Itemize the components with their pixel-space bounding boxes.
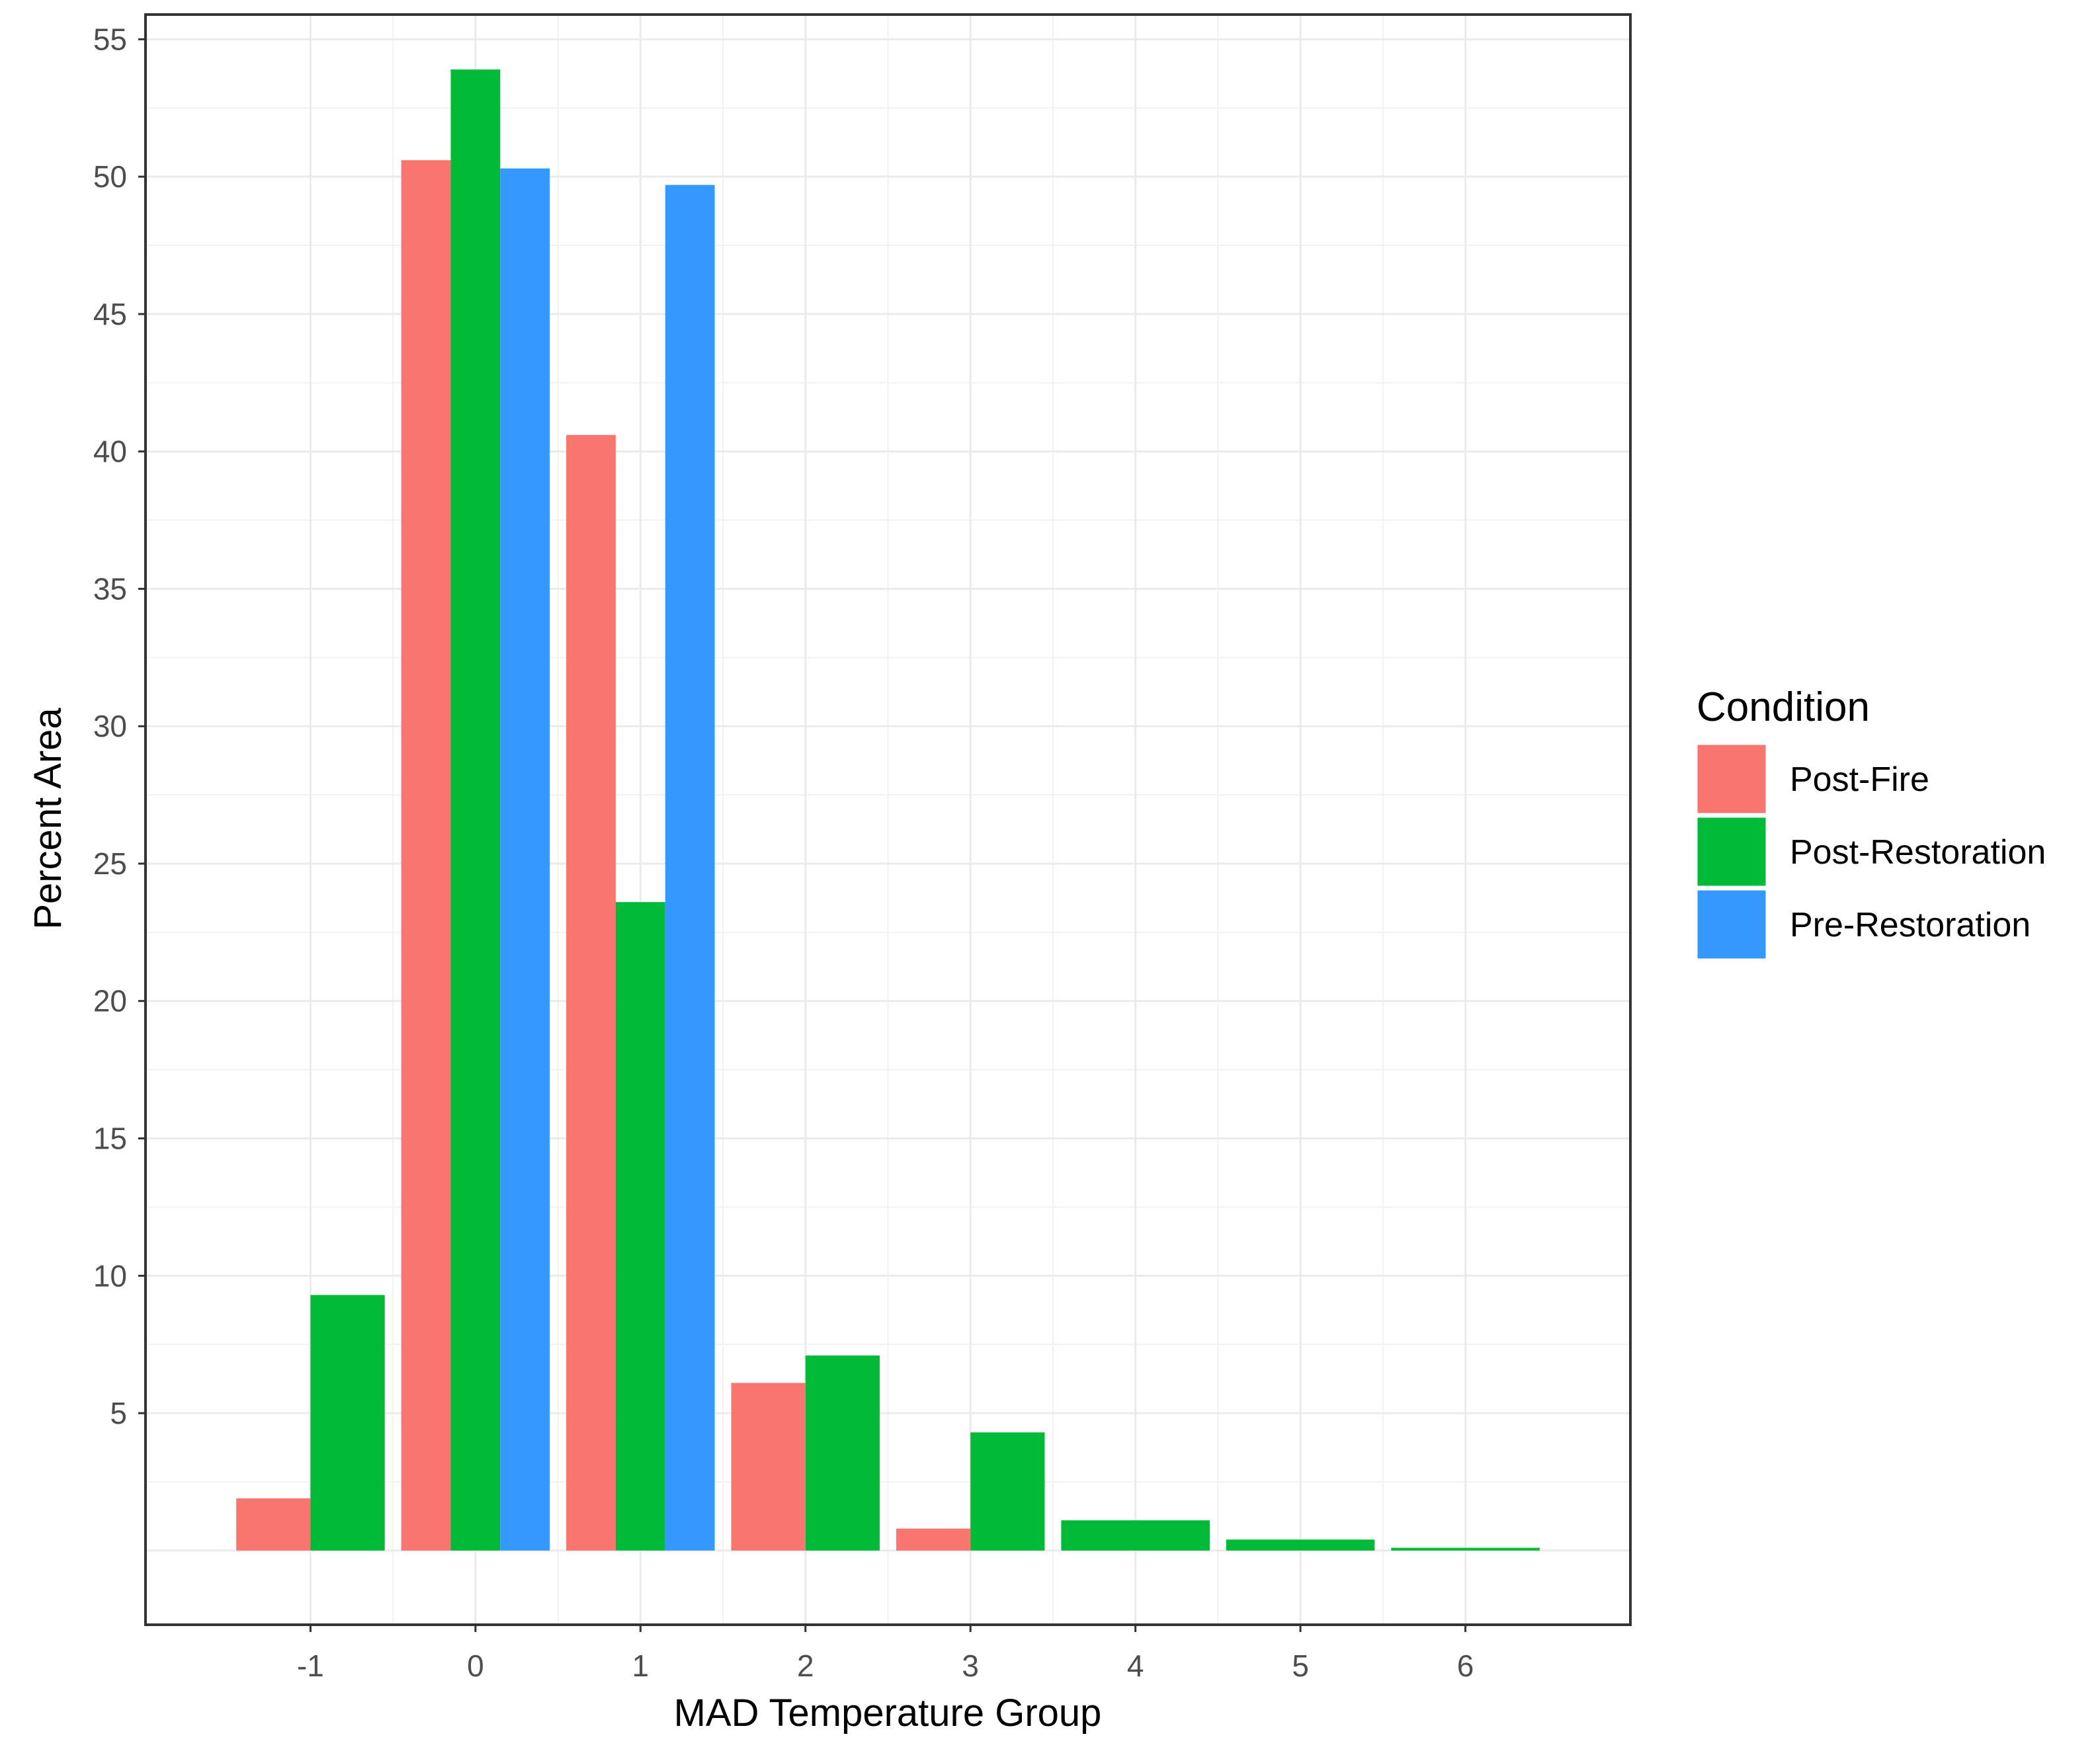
x-tick-label: 5 (1292, 1649, 1309, 1683)
y-tick-label: 10 (93, 1258, 127, 1293)
legend-label-post-fire: Post-Fire (1790, 760, 1929, 799)
y-tick-label: 50 (93, 159, 127, 194)
y-axis: 5 10 15 20 25 30 35 40 45 50 55 (93, 22, 146, 1430)
bar-post-fire-group-0 (401, 160, 451, 1551)
y-tick-label: 30 (93, 709, 127, 743)
bar-post-fire-group-3 (896, 1528, 971, 1551)
bar-pre-restoration-group-1 (665, 184, 715, 1551)
bar-post-restoration-group-2 (805, 1355, 880, 1551)
y-tick-label: 20 (93, 984, 127, 1018)
y-tick-label: 45 (93, 297, 127, 331)
bar-post-restoration-group-6 (1391, 1547, 1540, 1551)
minor-gridlines (146, 15, 1630, 1625)
y-tick-label: 35 (93, 571, 127, 606)
y-tick-label: 25 (93, 846, 127, 881)
legend: Condition Post-Fire Post-Restoration Pre-R… (1695, 684, 2046, 961)
bar-post-restoration-group-1 (615, 902, 665, 1551)
legend-key-pre-restoration (1695, 888, 1768, 961)
x-axis-title: MAD Temperature Group (674, 1692, 1102, 1735)
x-tick-label: 3 (962, 1649, 979, 1683)
x-tick-label: 0 (467, 1649, 484, 1683)
bar-pre-restoration-group-0 (500, 168, 550, 1551)
bar-post-restoration-group-3 (970, 1432, 1045, 1551)
x-axis: -1 0 1 2 3 4 5 6 (297, 1625, 1474, 1683)
bar-post-restoration-group-0 (450, 69, 501, 1551)
y-tick-label: 40 (93, 434, 127, 469)
y-tick-label: 15 (93, 1122, 127, 1156)
bar-post-restoration-group-neg1 (310, 1295, 385, 1551)
bar-post-fire-group-neg1 (236, 1498, 311, 1551)
x-tick-label: 6 (1457, 1649, 1474, 1683)
bars (236, 69, 1540, 1551)
bar-post-fire-group-2 (731, 1383, 806, 1551)
legend-label-pre-restoration: Pre-Restoration (1790, 906, 2031, 944)
y-tick-label: 55 (93, 22, 127, 56)
y-axis-title: Percent Area (26, 708, 69, 930)
y-tick-label: 5 (110, 1396, 127, 1430)
x-tick-label: 4 (1127, 1649, 1144, 1683)
legend-key-post-fire (1695, 743, 1768, 815)
major-gridlines (146, 15, 1630, 1625)
bar-post-restoration-group-4 (1061, 1520, 1210, 1551)
x-tick-label: 2 (797, 1649, 814, 1683)
x-tick-label: 1 (632, 1649, 650, 1683)
legend-label-post-restoration: Post-Restoration (1790, 833, 2046, 872)
x-tick-label: -1 (297, 1649, 324, 1683)
legend-title: Condition (1697, 684, 1870, 730)
legend-key-post-restoration (1695, 815, 1768, 888)
bar-post-fire-group-1 (566, 434, 616, 1551)
plot-panel-border (144, 13, 1632, 1626)
bar-post-restoration-group-5 (1226, 1539, 1375, 1551)
